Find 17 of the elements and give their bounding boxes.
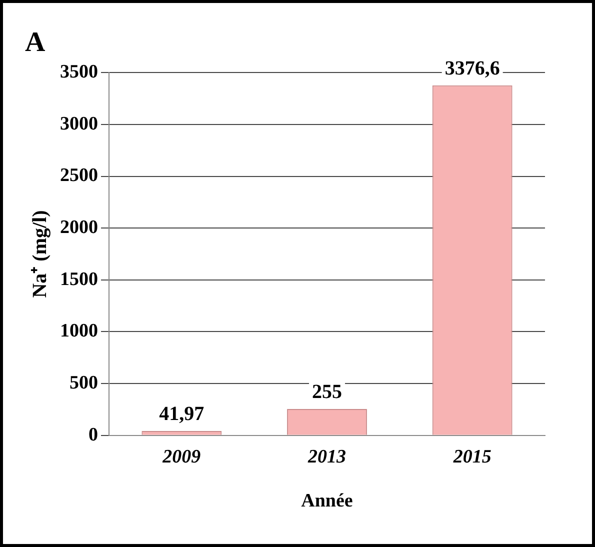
x-tick-label: 2009	[162, 446, 202, 468]
y-tick-label: 2500	[60, 165, 98, 186]
y-tick-label: 0	[88, 424, 98, 446]
y-axis-title: Na⁺ (mg/l)	[29, 210, 52, 298]
data-label: 41,97	[159, 403, 204, 426]
x-tick-label: 2015	[452, 446, 492, 468]
data-label: 3376,6	[444, 58, 500, 80]
y-tick-label: 3000	[60, 113, 98, 134]
x-axis-title: Année	[301, 490, 353, 512]
y-tick-label: 1000	[60, 320, 98, 342]
y-tick-label: 1500	[60, 268, 98, 290]
y-tick-label: 3500	[60, 62, 98, 83]
y-tick-label: 2000	[60, 216, 98, 238]
x-tick-label: 2013	[307, 446, 346, 468]
y-tick-label: 500	[70, 372, 98, 394]
chart-title: A	[25, 27, 46, 58]
data-label: 255	[312, 381, 342, 404]
